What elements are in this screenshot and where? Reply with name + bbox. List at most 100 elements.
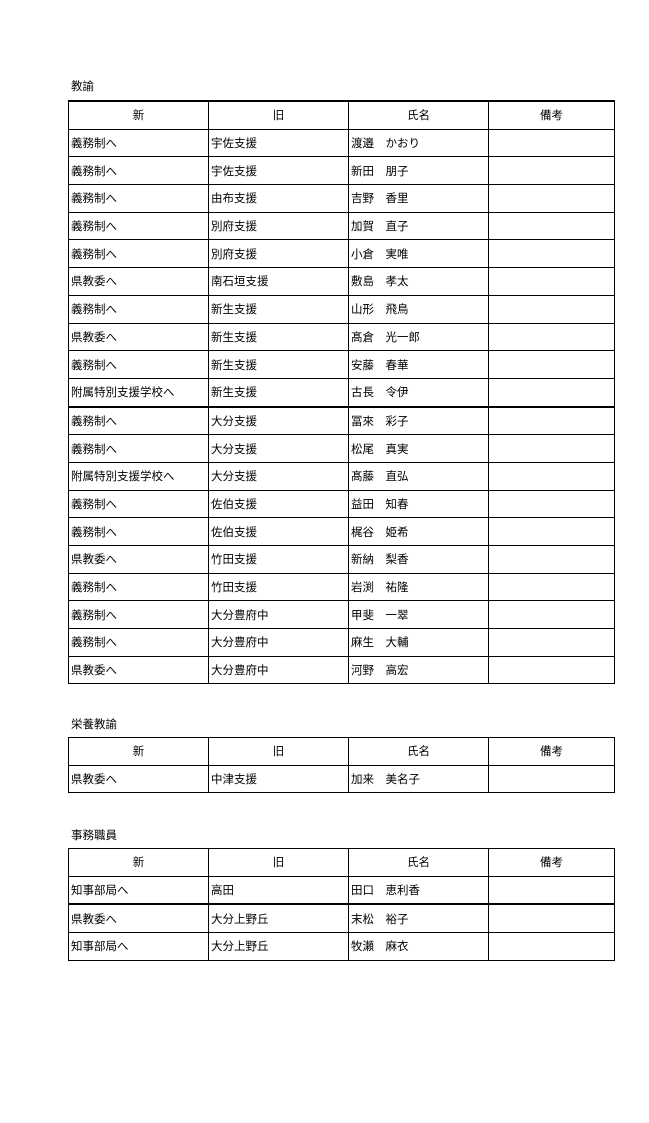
- cell-name: 古長 令伊: [348, 377, 489, 408]
- cell-name: 末松 裕子: [348, 903, 489, 934]
- cell-new: 義務制へ: [68, 489, 209, 519]
- cell-name: 田口 恵利香: [348, 875, 489, 905]
- table-row: 附属特別支援学校へ 新生支援 古長 令伊: [68, 377, 615, 408]
- table-row: 県教委へ 新生支援 髙倉 光一郎: [68, 322, 615, 352]
- cell-new: 義務制へ: [68, 211, 209, 241]
- cell-new: 義務制へ: [68, 600, 209, 630]
- cell-new: 県教委へ: [68, 764, 209, 794]
- cell-old: 大分豊府中: [208, 655, 349, 685]
- cell-remarks: [488, 294, 615, 324]
- cell-old: 由布支援: [208, 184, 349, 213]
- cell-new: 県教委へ: [68, 655, 209, 685]
- cell-old: 新生支援: [208, 377, 349, 408]
- cell-remarks: [488, 211, 615, 241]
- cell-old: 大分豊府中: [208, 628, 349, 657]
- cell-remarks: [488, 405, 615, 436]
- cell-remarks: [488, 600, 615, 630]
- cell-old: 南石垣支援: [208, 267, 349, 296]
- cell-new: 義務制へ: [68, 572, 209, 602]
- header-name: 氏名: [348, 100, 489, 130]
- cell-name: 岩渕 祐隆: [348, 572, 489, 602]
- cell-remarks: [488, 903, 615, 934]
- table-row: 県教委へ 竹田支援 新納 梨香: [68, 545, 615, 574]
- cell-remarks: [488, 184, 615, 213]
- cell-new: 附属特別支援学校へ: [68, 377, 209, 408]
- header-name: 氏名: [348, 737, 489, 766]
- cell-name: 冨來 彩子: [348, 405, 489, 436]
- cell-name: 新納 梨香: [348, 545, 489, 574]
- cell-remarks: [488, 377, 615, 408]
- cell-name: 松尾 真実: [348, 434, 489, 463]
- cell-name: 加来 美名子: [348, 764, 489, 794]
- header-remarks: 備考: [488, 848, 615, 877]
- cell-remarks: [488, 156, 615, 186]
- cell-old: 新生支援: [208, 350, 349, 379]
- cell-name: 髙倉 光一郎: [348, 322, 489, 352]
- header-old: 旧: [208, 100, 349, 130]
- cell-old: 佐伯支援: [208, 517, 349, 546]
- cell-old: 竹田支援: [208, 572, 349, 602]
- cell-new: 県教委へ: [68, 322, 209, 352]
- table-row: 義務制へ 佐伯支援 益田 知春: [68, 489, 615, 519]
- cell-name: 小倉 実唯: [348, 239, 489, 269]
- cell-old: 佐伯支援: [208, 489, 349, 519]
- cell-old: 大分支援: [208, 461, 349, 491]
- table-row: 附属特別支援学校へ 大分支援 髙藤 直弘: [68, 461, 615, 491]
- cell-name: 山形 飛鳥: [348, 294, 489, 324]
- cell-remarks: [488, 267, 615, 296]
- cell-remarks: [488, 932, 615, 961]
- cell-remarks: [488, 517, 615, 546]
- cell-remarks: [488, 128, 615, 158]
- header-new: 新: [68, 737, 209, 766]
- cell-name: 麻生 大輔: [348, 628, 489, 657]
- cell-name: 益田 知春: [348, 489, 489, 519]
- cell-remarks: [488, 628, 615, 657]
- cell-old: 大分支援: [208, 434, 349, 463]
- header-old: 旧: [208, 848, 349, 877]
- cell-new: 義務制へ: [68, 294, 209, 324]
- header-name: 氏名: [348, 848, 489, 877]
- cell-new: 義務制へ: [68, 350, 209, 379]
- header-row: 新旧氏名 備考: [68, 100, 615, 130]
- cell-name: 新田 朋子: [348, 156, 489, 186]
- cell-name: 敷島 孝太: [348, 267, 489, 296]
- cell-remarks: [488, 875, 615, 905]
- cell-new: 知事部局へ: [68, 932, 209, 961]
- table-row: 知事部局へ 大分上野丘 牧瀬 麻衣: [68, 932, 615, 961]
- header-row: 新旧氏名 備考: [68, 737, 615, 766]
- cell-new: 県教委へ: [68, 903, 209, 934]
- table-row: 義務制へ 宇佐支援 渡邉 かおり: [68, 128, 615, 158]
- cell-old: 中津支援: [208, 764, 349, 794]
- table-row: 県教委へ 南石垣支援 敷島 孝太: [68, 267, 615, 296]
- nutrition-teachers-table: 新旧氏名 備考 県教委へ 中津支援 加来 美名子: [68, 737, 615, 794]
- cell-old: 大分豊府中: [208, 600, 349, 630]
- cell-remarks: [488, 572, 615, 602]
- cell-name: 牧瀬 麻衣: [348, 932, 489, 961]
- cell-old: 大分上野丘: [208, 932, 349, 961]
- cell-new: 知事部局へ: [68, 875, 209, 905]
- cell-old: 高田: [208, 875, 349, 905]
- section-title-teachers: 教諭: [71, 79, 94, 93]
- cell-old: 別府支援: [208, 211, 349, 241]
- cell-new: 義務制へ: [68, 628, 209, 657]
- cell-remarks: [488, 434, 615, 463]
- cell-old: 宇佐支援: [208, 156, 349, 186]
- cell-remarks: [488, 655, 615, 685]
- table-row: 義務制へ 大分支援 松尾 真実: [68, 434, 615, 463]
- table-row: 義務制へ 大分豊府中 麻生 大輔: [68, 628, 615, 657]
- teachers-table: 新旧氏名 備考 義務制へ 宇佐支援 渡邉 かおり 義務制へ 宇佐支援 新田 朋子 義務制へ 由布支…: [68, 100, 615, 685]
- cell-remarks: [488, 545, 615, 574]
- table-row: 県教委へ 中津支援 加来 美名子: [68, 764, 615, 794]
- cell-new: 県教委へ: [68, 267, 209, 296]
- cell-name: 渡邉 かおり: [348, 128, 489, 158]
- section-title-nutrition-teachers: 栄養教諭: [71, 717, 117, 731]
- table-row: 県教委へ 大分豊府中 河野 高宏: [68, 655, 615, 685]
- cell-old: 大分支援: [208, 405, 349, 436]
- cell-new: 義務制へ: [68, 239, 209, 269]
- table-row: 義務制へ 佐伯支援 梶谷 姫希: [68, 517, 615, 546]
- cell-old: 大分上野丘: [208, 903, 349, 934]
- cell-name: 髙藤 直弘: [348, 461, 489, 491]
- cell-old: 宇佐支援: [208, 128, 349, 158]
- cell-name: 加賀 直子: [348, 211, 489, 241]
- cell-new: 附属特別支援学校へ: [68, 461, 209, 491]
